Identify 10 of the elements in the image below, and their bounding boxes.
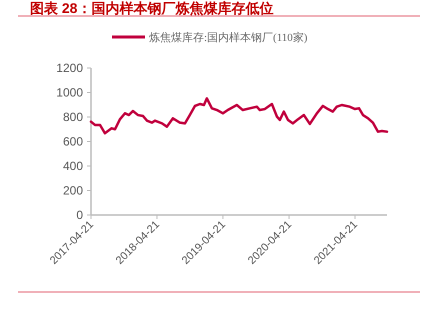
y-tick-label: 1200 bbox=[56, 61, 84, 75]
y-tick-label: 800 bbox=[62, 110, 84, 124]
y-tick-label: 0 bbox=[76, 208, 84, 222]
y-tick-label: 1000 bbox=[56, 86, 84, 100]
y-tick-label: 600 bbox=[62, 134, 84, 148]
y-tick-label: 200 bbox=[62, 184, 84, 198]
y-tick-label: 400 bbox=[62, 159, 84, 173]
chart-title: 图表 28：国内样本钢厂炼焦煤库存低位 bbox=[30, 0, 274, 16]
line-series bbox=[90, 97, 388, 135]
legend-label: 炼焦煤库存:国内样本钢厂(110家) bbox=[149, 31, 308, 44]
